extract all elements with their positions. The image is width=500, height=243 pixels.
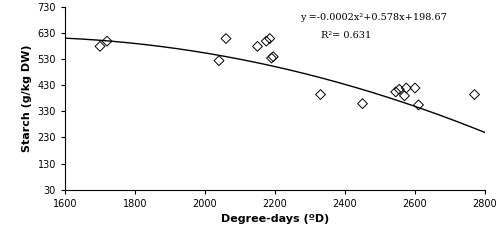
- Point: [268, 56, 276, 60]
- Point: [96, 44, 104, 48]
- Point: [402, 86, 410, 90]
- Point: [411, 86, 419, 90]
- Point: [103, 39, 111, 43]
- Point: [470, 93, 478, 96]
- Point: [358, 102, 366, 105]
- Point: [222, 37, 230, 41]
- Y-axis label: Starch (g/kg DW): Starch (g/kg DW): [22, 45, 32, 152]
- Point: [395, 87, 403, 91]
- Point: [414, 103, 422, 107]
- Point: [262, 39, 270, 43]
- Point: [269, 55, 277, 59]
- Point: [215, 59, 223, 63]
- X-axis label: Degree-days (ºD): Degree-days (ºD): [221, 214, 329, 224]
- Point: [316, 93, 324, 96]
- Point: [254, 44, 262, 48]
- Point: [400, 94, 408, 98]
- Point: [266, 37, 274, 41]
- Text: R²= 0.631: R²= 0.631: [321, 31, 372, 40]
- Point: [392, 90, 400, 94]
- Text: y =-0.0002x²+0.578x+198.67: y =-0.0002x²+0.578x+198.67: [300, 13, 447, 22]
